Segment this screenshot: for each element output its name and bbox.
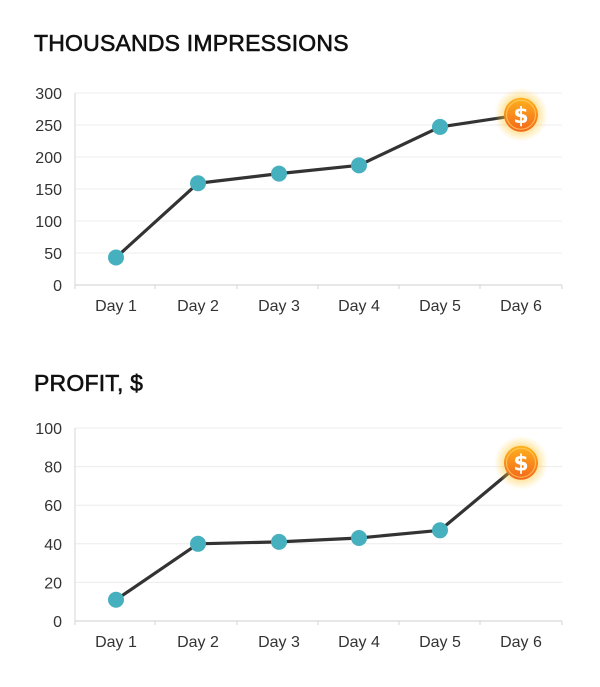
x-tick-label: Day 6 [500,634,542,651]
x-tick-label: Day 3 [258,298,300,315]
y-tick-label: 300 [35,86,62,103]
x-tick-label: Day 2 [177,298,219,315]
y-tick-label: 200 [35,150,62,167]
y-tick-label: 80 [44,460,62,477]
data-point [432,522,448,539]
profit-chart-plot: 0 20 40 60 80 100 Day 1 Day 2 Day 3 Day 4 Day 5 Day… [35,421,563,651]
y-tick-label: 60 [44,498,62,515]
x-tick-label: Day 1 [95,634,137,651]
chart-title: THOUSANDS IMPRESSIONS [34,30,349,57]
series-line [114,113,523,260]
profit-chart: PROFIT, $ 0 20 40 60 80 100 Day 1 Day 2 Day 3 Day… [0,340,600,687]
coin-symbol: $ [513,452,528,477]
data-point [271,533,287,550]
y-tick-label: 100 [35,214,62,231]
dollar-coin-icon: $ [494,87,548,142]
data-point [108,591,124,608]
x-tick-label: Day 1 [95,298,137,315]
data-point [432,118,448,135]
y-tick-label: 50 [44,246,62,263]
data-point [190,175,206,192]
x-tick-label: Day 4 [338,634,380,651]
y-tick-label: 100 [35,421,62,438]
x-tick-label: Day 5 [419,298,461,315]
y-tick-label: 250 [35,118,62,135]
y-tick-label: 150 [35,182,62,199]
data-point [351,157,367,174]
impressions-chart-plot: 0 50 100 150 200 250 300 Day 1 Day 2 Day 3 Day 4 Da… [35,86,563,315]
chart-title: PROFIT, $ [34,370,144,397]
x-tick-label: Day 3 [258,634,300,651]
dollar-coin-icon: $ [494,435,548,490]
x-tick-label: Day 5 [419,634,461,651]
y-tick-label: 40 [44,537,62,554]
data-point [351,530,367,547]
y-tick-label: 20 [44,575,62,592]
data-point [108,249,124,266]
impressions-chart: THOUSANDS IMPRESSIONS 0 50 100 150 200 250 300… [0,0,600,340]
data-point [190,535,206,552]
data-point [271,165,287,182]
coin-symbol: $ [513,104,528,129]
y-tick-label: 0 [53,278,62,295]
x-tick-label: Day 6 [500,298,542,315]
series-line [114,461,523,602]
y-tick-label: 0 [53,614,62,631]
x-tick-label: Day 2 [177,634,219,651]
x-tick-label: Day 4 [338,298,380,315]
